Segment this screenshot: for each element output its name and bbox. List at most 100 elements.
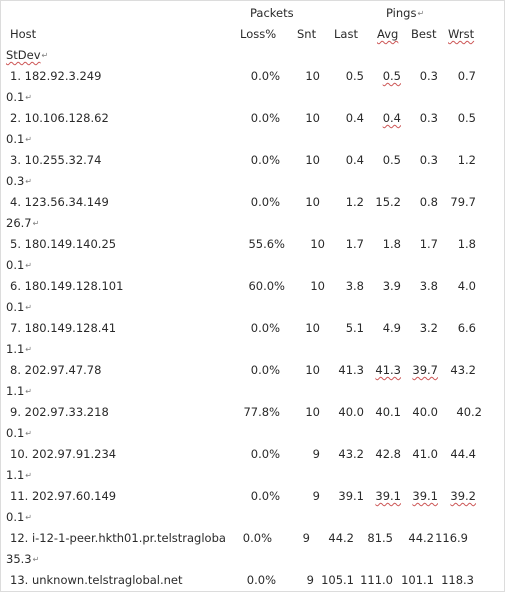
hop-wrst: 44.4 <box>450 447 476 461</box>
hop-stdev-line: 0.3↵ <box>6 174 32 190</box>
hop-best: 3.2 <box>419 321 438 335</box>
hop-host: 7. 180.149.128.41 <box>10 321 117 335</box>
hop-stdev: 1.1 <box>6 384 25 398</box>
hop-host: 10. 202.97.91.234 <box>10 447 117 461</box>
paragraph-mark: ↵ <box>25 261 32 270</box>
hop-best: 3.8 <box>419 279 438 293</box>
hop-host: 13. unknown.telstraglobal.net <box>10 573 183 587</box>
hop-stdev: 0.1 <box>6 132 25 146</box>
hop-stdev: 0.3 <box>6 174 25 188</box>
hop-snt: 9 <box>306 573 314 587</box>
paragraph-mark: ↵ <box>25 471 32 480</box>
hop-loss: 0.0% <box>250 111 280 125</box>
hop-loss: 0.0% <box>250 321 280 335</box>
hop-last: 0.5 <box>345 69 364 83</box>
hop-snt: 9 <box>312 447 320 461</box>
header-stdev: StDev↵ <box>6 48 48 64</box>
hop-snt: 9 <box>302 531 310 545</box>
hop-last: 40.0 <box>338 405 364 419</box>
hop-host: 2. 10.106.128.62 <box>10 111 109 125</box>
hop-wrst: 0.7 <box>457 69 476 83</box>
header-pings-label: Pings <box>386 6 417 20</box>
hop-snt: 10 <box>310 279 325 293</box>
hop-best: 39.7 <box>412 363 438 377</box>
hop-stdev: 0.1 <box>6 258 25 272</box>
hop-wrst: 6.6 <box>457 321 476 335</box>
hop-stdev-line: 0.1↵ <box>6 426 32 442</box>
hop-last: 3.8 <box>345 279 364 293</box>
header-avg: Avg <box>377 27 399 41</box>
hop-stdev: 1.1 <box>6 468 25 482</box>
hop-stdev: 26.7 <box>6 216 32 230</box>
hop-avg: 0.4 <box>382 111 401 125</box>
hop-wrst: 4.0 <box>457 279 476 293</box>
header-pings: Pings↵ <box>386 6 424 22</box>
hop-best: 44.2 <box>408 531 434 545</box>
hop-stdev: 0.1 <box>6 426 25 440</box>
hop-stdev: 0.1 <box>6 510 25 524</box>
hop-avg: 81.5 <box>367 531 393 545</box>
hop-best: 0.3 <box>419 153 438 167</box>
hop-best: 0.8 <box>419 195 438 209</box>
paragraph-mark: ↵ <box>25 303 32 312</box>
hop-avg: 41.3 <box>375 363 401 377</box>
hop-best: 39.1 <box>412 489 438 503</box>
paragraph-mark: ↵ <box>25 93 32 102</box>
hop-stdev-line: 0.1↵ <box>6 90 32 106</box>
hop-last: 0.4 <box>345 153 364 167</box>
hop-snt: 10 <box>305 405 320 419</box>
hop-avg: 111.0 <box>360 573 393 587</box>
hop-loss: 0.0% <box>250 447 280 461</box>
paragraph-mark: ↵ <box>25 513 32 522</box>
header-last: Last <box>334 27 358 41</box>
hop-stdev-line: 0.1↵ <box>6 510 32 526</box>
header-packets: Packets <box>250 6 294 20</box>
paragraph-mark: ↵ <box>417 9 425 18</box>
hop-wrst: 40.2 <box>456 405 482 419</box>
hop-last: 105.1 <box>321 573 354 587</box>
hop-stdev: 35.3 <box>6 552 32 566</box>
hop-loss: 77.8% <box>243 405 280 419</box>
hop-last: 39.1 <box>338 489 364 503</box>
hop-loss: 60.0% <box>248 279 285 293</box>
hop-stdev-line: 1.1↵ <box>6 468 32 484</box>
hop-last: 0.4 <box>345 111 364 125</box>
paragraph-mark: ↵ <box>41 51 49 60</box>
hop-host: 11. 202.97.60.149 <box>10 489 117 503</box>
hop-stdev: 0.1 <box>6 300 25 314</box>
hop-wrst: 0.5 <box>457 111 476 125</box>
hop-stdev-line: 1.1↵ <box>6 342 32 358</box>
hop-avg: 4.9 <box>382 321 401 335</box>
hop-stdev-line: 0.1↵ <box>6 300 32 316</box>
paragraph-mark: ↵ <box>25 429 32 438</box>
hop-stdev-line: 35.3↵ <box>6 552 39 568</box>
hop-avg: 0.5 <box>382 69 401 83</box>
hop-best: 0.3 <box>419 111 438 125</box>
hop-avg: 15.2 <box>375 195 401 209</box>
hop-snt: 10 <box>305 153 320 167</box>
hop-avg: 0.5 <box>382 153 401 167</box>
paragraph-mark: ↵ <box>32 555 40 564</box>
hop-host: 4. 123.56.34.149 <box>10 195 109 209</box>
header-best: Best <box>411 27 437 41</box>
hop-last: 1.7 <box>345 237 364 251</box>
hop-best: 1.7 <box>419 237 438 251</box>
paragraph-mark: ↵ <box>25 345 32 354</box>
hop-stdev-line: 26.7↵ <box>6 216 39 232</box>
hop-loss: 0.0% <box>250 195 280 209</box>
hop-best: 0.3 <box>419 69 438 83</box>
hop-loss: 0.0% <box>246 573 276 587</box>
header-host: Host <box>10 27 37 41</box>
hop-last: 41.3 <box>338 363 364 377</box>
hop-host: 5. 180.149.140.25 <box>10 237 117 251</box>
hop-host: 6. 180.149.128.101 <box>10 279 124 293</box>
hop-loss: 0.0% <box>250 363 280 377</box>
hop-snt: 10 <box>305 321 320 335</box>
hop-loss: 55.6% <box>248 237 285 251</box>
hop-loss: 0.0% <box>242 531 272 545</box>
hop-wrst: 116.9 <box>435 531 468 545</box>
hop-wrst: 79.7 <box>450 195 476 209</box>
hop-best: 40.0 <box>412 405 438 419</box>
header-snt: Snt <box>297 27 317 41</box>
hop-host: 3. 10.255.32.74 <box>10 153 102 167</box>
